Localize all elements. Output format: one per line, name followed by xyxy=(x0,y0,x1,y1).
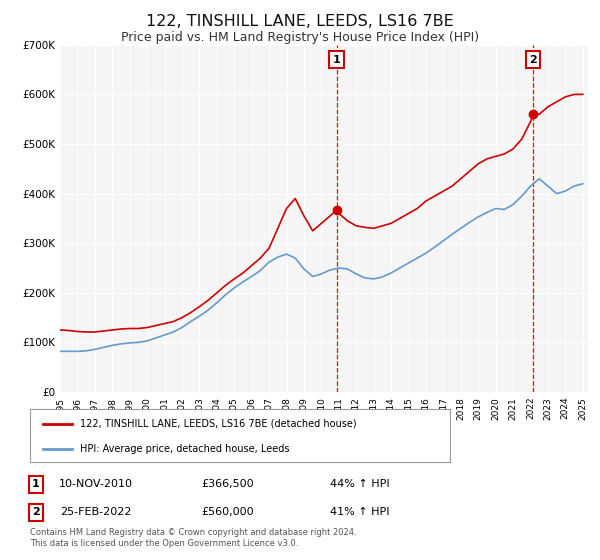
Text: Contains HM Land Registry data © Crown copyright and database right 2024.
This d: Contains HM Land Registry data © Crown c… xyxy=(30,528,356,548)
Text: 10-NOV-2010: 10-NOV-2010 xyxy=(59,479,133,489)
Text: HPI: Average price, detached house, Leeds: HPI: Average price, detached house, Leed… xyxy=(80,444,290,454)
Text: 2: 2 xyxy=(529,55,537,65)
Text: 1: 1 xyxy=(32,479,40,489)
Text: 1: 1 xyxy=(332,55,340,65)
Text: 44% ↑ HPI: 44% ↑ HPI xyxy=(330,479,390,489)
Text: 122, TINSHILL LANE, LEEDS, LS16 7BE: 122, TINSHILL LANE, LEEDS, LS16 7BE xyxy=(146,14,454,29)
Text: 122, TINSHILL LANE, LEEDS, LS16 7BE (detached house): 122, TINSHILL LANE, LEEDS, LS16 7BE (det… xyxy=(80,419,357,429)
Text: £560,000: £560,000 xyxy=(202,507,254,517)
Text: £366,500: £366,500 xyxy=(202,479,254,489)
Text: 41% ↑ HPI: 41% ↑ HPI xyxy=(330,507,390,517)
Text: 2: 2 xyxy=(32,507,40,517)
Text: 25-FEB-2022: 25-FEB-2022 xyxy=(60,507,132,517)
Text: Price paid vs. HM Land Registry's House Price Index (HPI): Price paid vs. HM Land Registry's House … xyxy=(121,31,479,44)
